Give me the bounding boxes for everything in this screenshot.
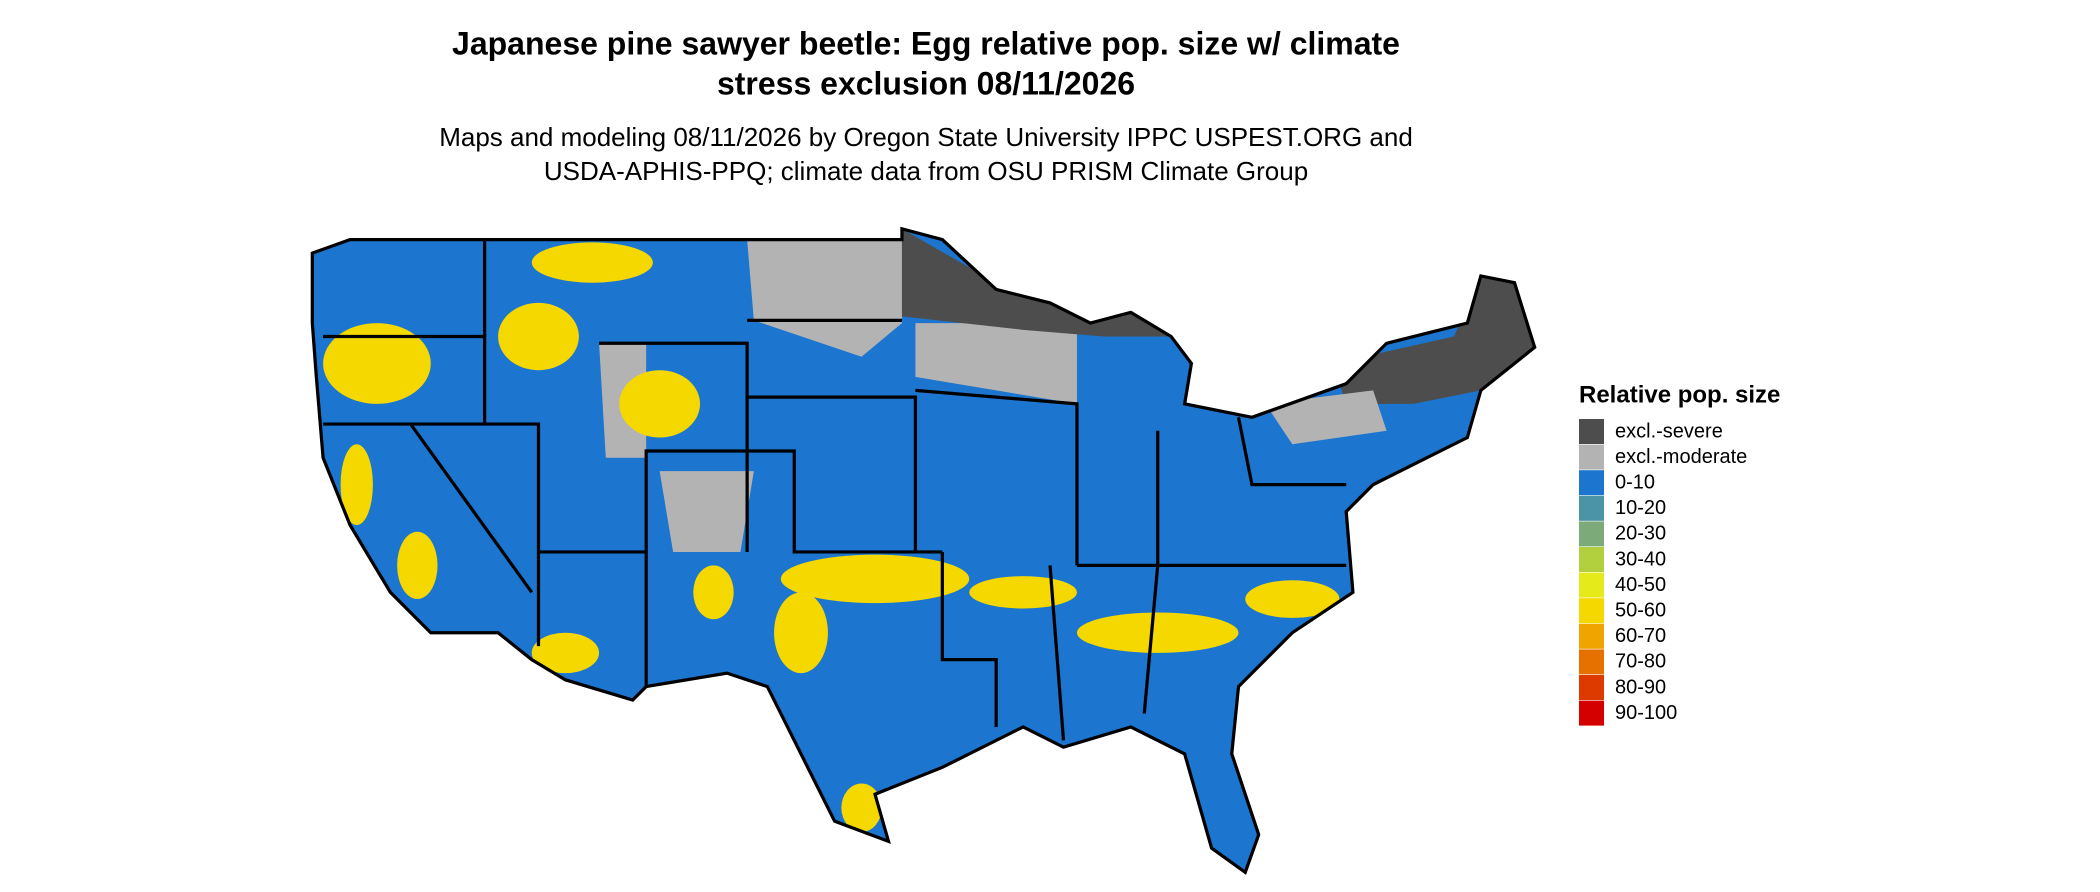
legend-label: 50-60 — [1615, 599, 1666, 621]
title: Japanese pine sawyer beetle: Egg relativ… — [452, 25, 1400, 61]
legend-swatch — [1579, 700, 1604, 726]
legend-label: 60-70 — [1615, 625, 1666, 647]
region — [747, 239, 902, 357]
subtitle: Maps and modeling 08/11/2026 by Oregon S… — [439, 122, 1413, 152]
legend-title: Relative pop. size — [1579, 381, 1780, 408]
legend-swatch — [1579, 649, 1604, 675]
subtitle: USDA-APHIS-PPQ; climate data from OSU PR… — [544, 156, 1308, 186]
borders — [310, 226, 1537, 875]
yellow-zones — [323, 242, 1340, 832]
legend-swatch — [1579, 598, 1604, 624]
legend-swatch — [1579, 470, 1604, 496]
legend-label: 0-10 — [1615, 471, 1655, 493]
legend-swatch — [1579, 675, 1604, 700]
region — [659, 471, 754, 552]
legend-label: excl.-moderate — [1615, 446, 1747, 468]
legend-swatch — [1579, 547, 1604, 572]
legend-swatch — [1579, 572, 1604, 598]
legend-swatch — [1579, 623, 1604, 649]
legend-label: excl.-severe — [1615, 420, 1723, 442]
region — [1332, 275, 1535, 404]
legend-swatch — [1579, 495, 1604, 521]
region — [1265, 390, 1387, 445]
region — [915, 323, 1077, 404]
legend-label: 40-50 — [1615, 574, 1666, 596]
region — [901, 228, 1185, 337]
legend: Relative pop. size excl.-severe excl.-mod… — [1579, 381, 1780, 726]
legend-label: 30-40 — [1615, 548, 1666, 570]
title: stress exclusion 08/11/2026 — [717, 65, 1135, 101]
legend-label: 10-20 — [1615, 497, 1666, 519]
map — [310, 226, 1537, 875]
legend-label: 70-80 — [1615, 651, 1666, 673]
legend-label: 20-30 — [1615, 523, 1666, 545]
legend-label: 90-100 — [1615, 702, 1677, 724]
legend-label: 80-90 — [1615, 676, 1666, 698]
legend-swatch — [1579, 444, 1604, 470]
legend-swatch — [1579, 419, 1604, 444]
legend-swatch — [1579, 521, 1604, 547]
